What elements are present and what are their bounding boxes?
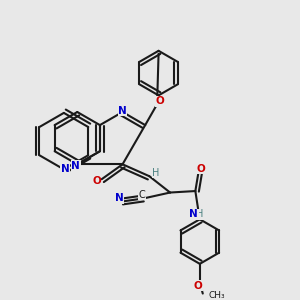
Text: O: O [156, 96, 164, 106]
Text: O: O [92, 176, 101, 186]
Text: O: O [194, 280, 203, 290]
Text: H: H [152, 168, 160, 178]
Text: N: N [71, 161, 80, 171]
Text: O: O [197, 164, 206, 174]
Text: N: N [115, 194, 123, 203]
Text: CH₃: CH₃ [208, 290, 225, 299]
Text: N: N [190, 209, 198, 219]
Text: N: N [61, 164, 70, 174]
Text: N: N [118, 106, 127, 116]
Text: C: C [139, 190, 145, 200]
Text: H: H [196, 209, 203, 219]
